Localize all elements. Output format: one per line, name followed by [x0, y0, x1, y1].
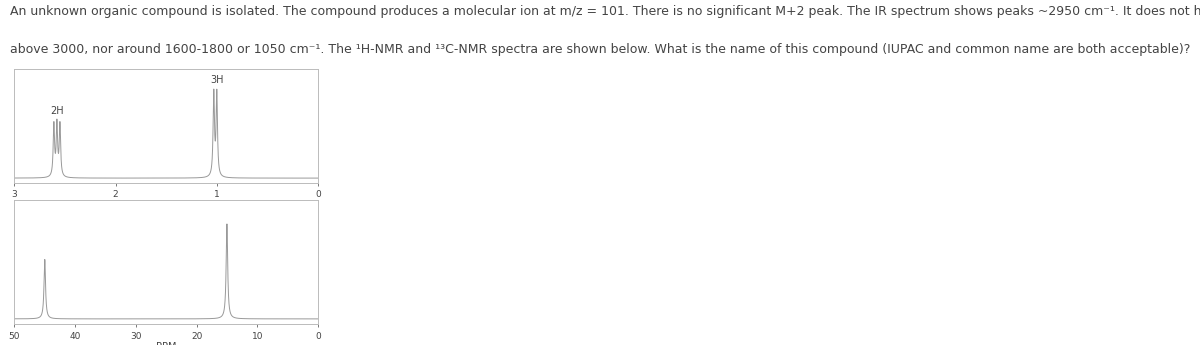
X-axis label: PPM: PPM [156, 201, 176, 211]
Text: 2H: 2H [50, 107, 64, 117]
Text: An unknown organic compound is isolated. The compound produces a molecular ion a: An unknown organic compound is isolated.… [10, 5, 1200, 18]
Text: above 3000, nor around 1600-1800 or 1050 cm⁻¹. The ¹H-NMR and ¹³C-NMR spectra ar: above 3000, nor around 1600-1800 or 1050… [10, 43, 1190, 56]
Text: 3H: 3H [210, 75, 223, 85]
X-axis label: PPM: PPM [156, 342, 176, 345]
